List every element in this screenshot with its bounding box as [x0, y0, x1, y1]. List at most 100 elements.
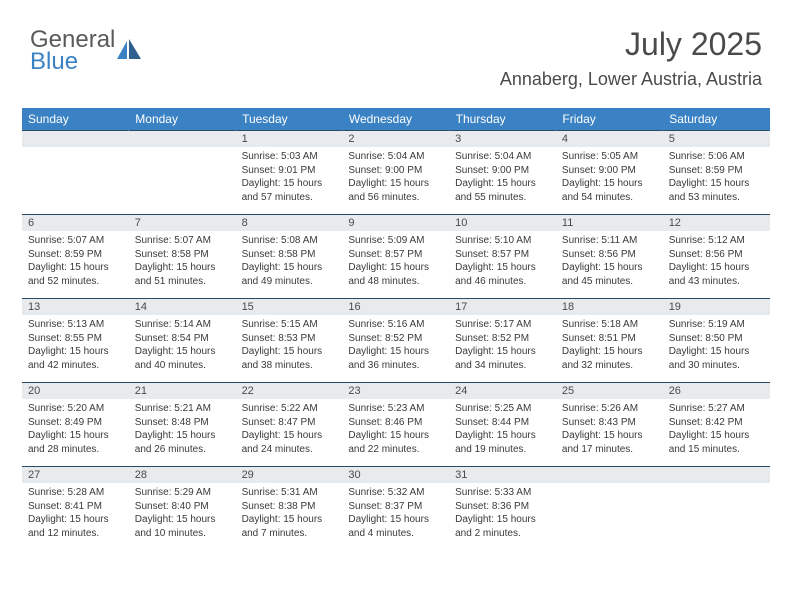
daylight-text-1: Daylight: 15 hours	[669, 177, 764, 191]
day-number: 14	[129, 299, 236, 316]
daylight-text-1: Daylight: 15 hours	[562, 177, 657, 191]
daylight-text-1: Daylight: 15 hours	[242, 261, 337, 275]
daylight-text-2: and 17 minutes.	[562, 443, 657, 457]
sunset-text: Sunset: 8:53 PM	[242, 332, 337, 346]
sunrise-text: Sunrise: 5:33 AM	[455, 486, 550, 500]
daylight-text-1: Daylight: 15 hours	[455, 513, 550, 527]
day-cell: Sunrise: 5:14 AMSunset: 8:54 PMDaylight:…	[129, 315, 236, 383]
day-header-saturday: Saturday	[663, 108, 770, 131]
sunset-text: Sunset: 8:50 PM	[669, 332, 764, 346]
calendar-header-row: Sunday Monday Tuesday Wednesday Thursday…	[22, 108, 770, 131]
sunrise-text: Sunrise: 5:23 AM	[348, 402, 443, 416]
sunset-text: Sunset: 8:52 PM	[348, 332, 443, 346]
daylight-text-1: Daylight: 15 hours	[669, 429, 764, 443]
daylight-text-2: and 34 minutes.	[455, 359, 550, 373]
daylight-text-1: Daylight: 15 hours	[455, 429, 550, 443]
day-cell	[663, 483, 770, 550]
sunrise-text: Sunrise: 5:31 AM	[242, 486, 337, 500]
sunrise-text: Sunrise: 5:20 AM	[28, 402, 123, 416]
sunrise-text: Sunrise: 5:05 AM	[562, 150, 657, 164]
day-cell: Sunrise: 5:12 AMSunset: 8:56 PMDaylight:…	[663, 231, 770, 299]
sunset-text: Sunset: 8:57 PM	[348, 248, 443, 262]
day-cell: Sunrise: 5:32 AMSunset: 8:37 PMDaylight:…	[342, 483, 449, 550]
daylight-text-2: and 7 minutes.	[242, 527, 337, 541]
sunset-text: Sunset: 9:01 PM	[242, 164, 337, 178]
sunrise-text: Sunrise: 5:32 AM	[348, 486, 443, 500]
day-cell	[22, 147, 129, 215]
sunrise-text: Sunrise: 5:27 AM	[669, 402, 764, 416]
daylight-text-2: and 26 minutes.	[135, 443, 230, 457]
daylight-text-2: and 38 minutes.	[242, 359, 337, 373]
daynum-row: 2728293031	[22, 467, 770, 484]
day-cell: Sunrise: 5:04 AMSunset: 9:00 PMDaylight:…	[342, 147, 449, 215]
day-cell: Sunrise: 5:25 AMSunset: 8:44 PMDaylight:…	[449, 399, 556, 467]
sunrise-text: Sunrise: 5:12 AM	[669, 234, 764, 248]
daylight-text-2: and 19 minutes.	[455, 443, 550, 457]
data-row: Sunrise: 5:13 AMSunset: 8:55 PMDaylight:…	[22, 315, 770, 383]
day-cell: Sunrise: 5:13 AMSunset: 8:55 PMDaylight:…	[22, 315, 129, 383]
day-header-monday: Monday	[129, 108, 236, 131]
sunrise-text: Sunrise: 5:29 AM	[135, 486, 230, 500]
day-cell: Sunrise: 5:15 AMSunset: 8:53 PMDaylight:…	[236, 315, 343, 383]
sunrise-text: Sunrise: 5:15 AM	[242, 318, 337, 332]
day-header-friday: Friday	[556, 108, 663, 131]
sunset-text: Sunset: 9:00 PM	[562, 164, 657, 178]
day-number	[556, 467, 663, 484]
daylight-text-2: and 15 minutes.	[669, 443, 764, 457]
daylight-text-1: Daylight: 15 hours	[135, 345, 230, 359]
sunset-text: Sunset: 8:37 PM	[348, 500, 443, 514]
day-cell: Sunrise: 5:07 AMSunset: 8:58 PMDaylight:…	[129, 231, 236, 299]
day-number: 30	[342, 467, 449, 484]
sunset-text: Sunset: 8:58 PM	[135, 248, 230, 262]
day-cell: Sunrise: 5:22 AMSunset: 8:47 PMDaylight:…	[236, 399, 343, 467]
daylight-text-2: and 45 minutes.	[562, 275, 657, 289]
day-cell: Sunrise: 5:20 AMSunset: 8:49 PMDaylight:…	[22, 399, 129, 467]
day-number: 4	[556, 131, 663, 148]
day-number	[663, 467, 770, 484]
day-number: 17	[449, 299, 556, 316]
day-number: 12	[663, 215, 770, 232]
calendar-body: 12345 Sunrise: 5:03 AMSunset: 9:01 PMDay…	[22, 131, 770, 551]
daylight-text-1: Daylight: 15 hours	[669, 261, 764, 275]
daylight-text-1: Daylight: 15 hours	[242, 345, 337, 359]
sunrise-text: Sunrise: 5:13 AM	[28, 318, 123, 332]
day-header-thursday: Thursday	[449, 108, 556, 131]
day-number: 5	[663, 131, 770, 148]
sunset-text: Sunset: 8:43 PM	[562, 416, 657, 430]
day-cell: Sunrise: 5:08 AMSunset: 8:58 PMDaylight:…	[236, 231, 343, 299]
daylight-text-1: Daylight: 15 hours	[28, 429, 123, 443]
day-cell: Sunrise: 5:04 AMSunset: 9:00 PMDaylight:…	[449, 147, 556, 215]
daylight-text-2: and 10 minutes.	[135, 527, 230, 541]
day-cell: Sunrise: 5:16 AMSunset: 8:52 PMDaylight:…	[342, 315, 449, 383]
sunset-text: Sunset: 9:00 PM	[348, 164, 443, 178]
daylight-text-1: Daylight: 15 hours	[455, 177, 550, 191]
day-number: 6	[22, 215, 129, 232]
sunset-text: Sunset: 8:56 PM	[562, 248, 657, 262]
day-number: 9	[342, 215, 449, 232]
daylight-text-1: Daylight: 15 hours	[562, 429, 657, 443]
sunset-text: Sunset: 8:47 PM	[242, 416, 337, 430]
day-number: 21	[129, 383, 236, 400]
sunset-text: Sunset: 8:40 PM	[135, 500, 230, 514]
daylight-text-2: and 54 minutes.	[562, 191, 657, 205]
sunrise-text: Sunrise: 5:25 AM	[455, 402, 550, 416]
daylight-text-2: and 36 minutes.	[348, 359, 443, 373]
daylight-text-1: Daylight: 15 hours	[242, 177, 337, 191]
day-number: 2	[342, 131, 449, 148]
day-number	[22, 131, 129, 148]
sunset-text: Sunset: 8:48 PM	[135, 416, 230, 430]
sunrise-text: Sunrise: 5:07 AM	[28, 234, 123, 248]
day-number: 27	[22, 467, 129, 484]
day-cell: Sunrise: 5:33 AMSunset: 8:36 PMDaylight:…	[449, 483, 556, 550]
sunrise-text: Sunrise: 5:03 AM	[242, 150, 337, 164]
day-cell: Sunrise: 5:31 AMSunset: 8:38 PMDaylight:…	[236, 483, 343, 550]
sunrise-text: Sunrise: 5:08 AM	[242, 234, 337, 248]
month-title: July 2025	[500, 26, 762, 63]
data-row: Sunrise: 5:03 AMSunset: 9:01 PMDaylight:…	[22, 147, 770, 215]
sunset-text: Sunset: 8:51 PM	[562, 332, 657, 346]
sunrise-text: Sunrise: 5:07 AM	[135, 234, 230, 248]
data-row: Sunrise: 5:28 AMSunset: 8:41 PMDaylight:…	[22, 483, 770, 550]
sunset-text: Sunset: 8:46 PM	[348, 416, 443, 430]
daylight-text-2: and 42 minutes.	[28, 359, 123, 373]
day-cell: Sunrise: 5:23 AMSunset: 8:46 PMDaylight:…	[342, 399, 449, 467]
